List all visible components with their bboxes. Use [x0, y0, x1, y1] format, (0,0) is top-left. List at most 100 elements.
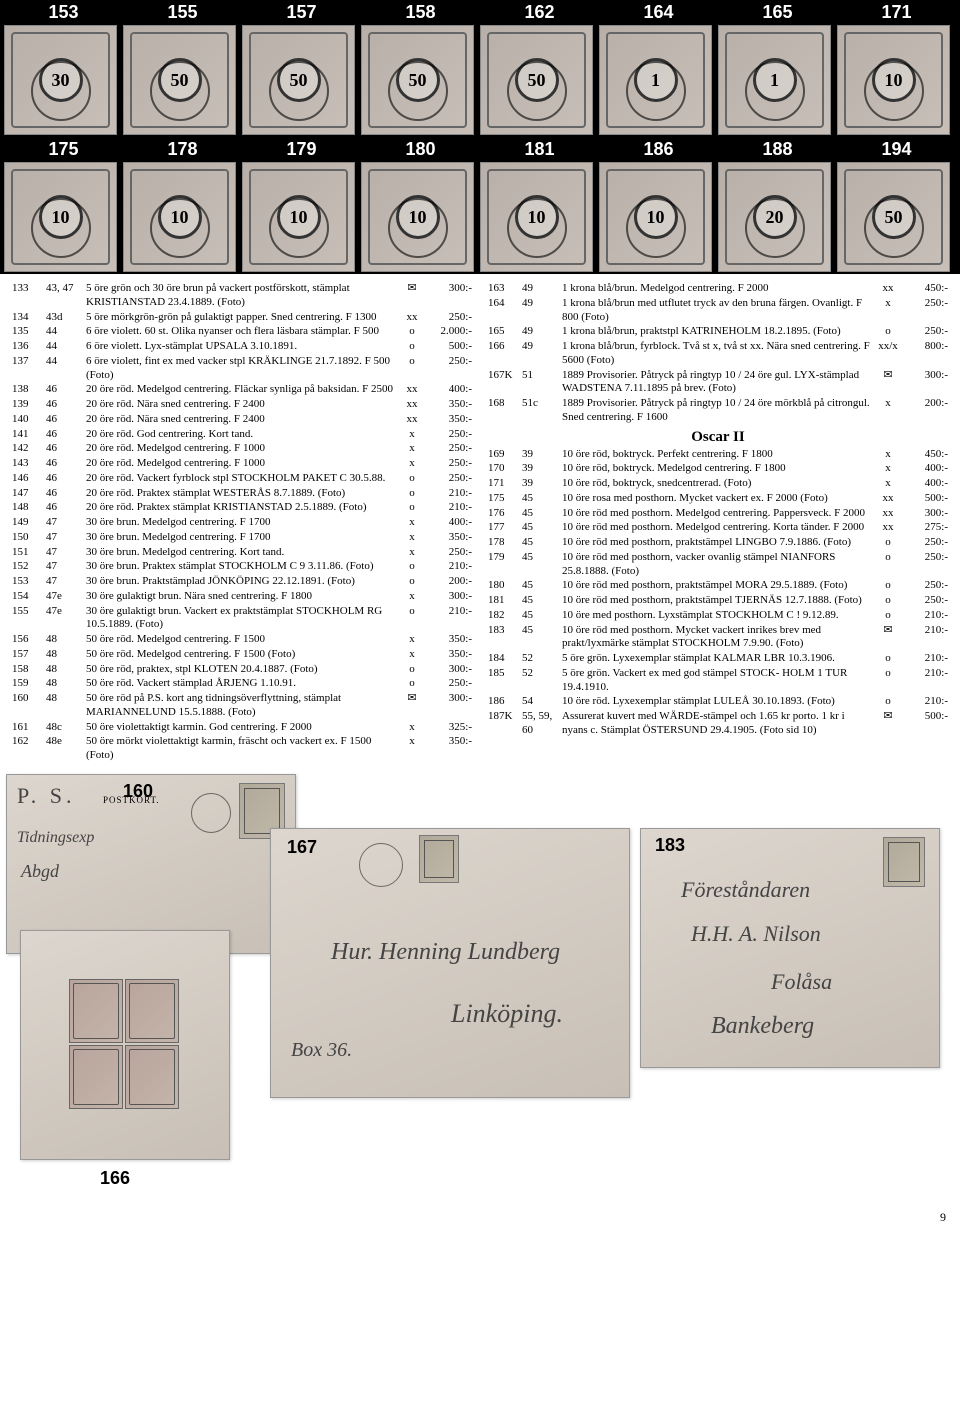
facit-number: 39 [522, 448, 562, 462]
facit-number: 47e [46, 605, 86, 619]
catalog-row: 1384620 öre röd. Medelgod centrering. Fl… [12, 383, 472, 397]
facit-number: 39 [522, 477, 562, 491]
lot-number: 152 [12, 560, 46, 574]
condition-symbol: x [400, 516, 424, 530]
stamp-on-cover [419, 835, 459, 883]
facit-number: 48 [46, 663, 86, 677]
lot-description: 20 öre röd. Medelgod centrering. Fläckar… [86, 383, 400, 397]
price: 250:- [900, 594, 948, 608]
catalog-row: 1494730 öre brun. Medelgod centrering. F… [12, 516, 472, 530]
postmark [150, 61, 210, 121]
price: 300:- [424, 590, 472, 604]
condition-symbol: o [400, 487, 424, 501]
lot-number: 187K [488, 710, 522, 724]
lot-description: 5 öre grön. Lyxexemplar stämplat KALMAR … [562, 652, 876, 666]
address-line: Föreståndaren [681, 877, 810, 903]
price: 350:- [424, 648, 472, 662]
lot-number: 138 [12, 383, 46, 397]
facit-number: 52 [522, 667, 562, 681]
lot-description: 50 öre röd. Medelgod centrering. F 1500 … [86, 648, 400, 662]
price: 200:- [424, 575, 472, 589]
lot-description: 50 öre violettaktigt karmin. God centrer… [86, 721, 400, 735]
stamp-gallery: 15330155501575015850162501641165117110 1… [0, 0, 960, 274]
stamp-lot-number: 153 [4, 2, 123, 23]
catalog-row: 1464620 öre röd. Vackert fyrblock stpl S… [12, 472, 472, 486]
facit-number: 46 [46, 457, 86, 471]
lot-description: 10 öre röd med posthorn, vacker ovanlig … [562, 551, 876, 579]
stamp-image: 10 [361, 162, 474, 272]
catalog-row: 1524730 öre brun. Praktex stämplat STOCK… [12, 560, 472, 574]
postmark [388, 198, 448, 258]
price: 350:- [424, 735, 472, 749]
lot-number: 181 [488, 594, 522, 608]
figure-160: 160 P. S. POSTKORT. Tidningsexp Abgd [6, 774, 296, 954]
catalog-row: 135446 öre violett. 60 st. Olika nyanser… [12, 325, 472, 339]
price: 210:- [424, 605, 472, 619]
facit-number: 45 [522, 536, 562, 550]
stamp-on-cover [883, 837, 925, 887]
price: 250:- [424, 457, 472, 471]
stamp-lot-number: 179 [242, 139, 361, 160]
stamp-lot-number: 178 [123, 139, 242, 160]
condition-symbol: x [400, 735, 424, 749]
facit-number: 44 [46, 340, 86, 354]
condition-symbol: x [876, 297, 900, 311]
price: 250:- [900, 325, 948, 339]
postmark [507, 61, 567, 121]
lot-number: 185 [488, 667, 522, 681]
figure-183: 183 Föreståndaren H.H. A. Nilson Folåsa … [640, 828, 940, 1068]
catalog-row: 1604850 öre röd på P.S. kort ang tidning… [12, 692, 472, 720]
condition-symbol: xx [400, 311, 424, 325]
figure-label-183: 183 [655, 835, 685, 856]
lot-number: 165 [488, 325, 522, 339]
catalog-row: 1865410 öre röd. Lyxexemplar stämplat LU… [488, 695, 948, 709]
figure-label-167: 167 [287, 837, 317, 858]
facit-number: 47e [46, 590, 86, 604]
catalog-row: 1434620 öre röd. Medelgod centrering. F … [12, 457, 472, 471]
price: 500:- [900, 710, 948, 724]
lot-description: 20 öre röd. Nära sned centrering. F 2400 [86, 398, 400, 412]
handwriting: Abgd [21, 861, 59, 882]
condition-symbol: x [400, 531, 424, 545]
condition-symbol: x [400, 721, 424, 735]
lot-number: 159 [12, 677, 46, 691]
lot-description: 1 krona blå/brun, praktstpl KATRINEHOLM … [562, 325, 876, 339]
facit-number: 47 [46, 531, 86, 545]
price: 300:- [900, 369, 948, 383]
lot-description: 20 öre röd. Praktex stämplat WESTERÅS 8.… [86, 487, 400, 501]
stamp-image: 10 [123, 162, 236, 272]
lot-number: 184 [488, 652, 522, 666]
stamp-image: 10 [4, 162, 117, 272]
catalog-row: 1584850 öre röd, praktex, stpl KLOTEN 20… [12, 663, 472, 677]
lot-description: 10 öre röd. Lyxexemplar stämplat LULEÅ 3… [562, 695, 876, 709]
condition-symbol: o [876, 695, 900, 709]
stamp-image: 50 [123, 25, 236, 135]
condition-symbol: o [400, 560, 424, 574]
facit-number: 55, 59, 60 [522, 710, 562, 738]
stamp-image: 50 [242, 25, 355, 135]
figure-166 [20, 930, 230, 1160]
box-text: Box 36. [291, 1039, 352, 1062]
lot-description: 1889 Provisorier. Påtryck på ringtyp 10 … [562, 397, 876, 425]
lot-description: Assurerat kuvert med WÄRDE-stämpel och 1… [562, 710, 876, 738]
price: 200:- [900, 397, 948, 411]
stamp-block-of-four [69, 979, 179, 1109]
lot-description: 10 öre röd med posthorn, praktstämpel TJ… [562, 594, 876, 608]
catalog-row: 1774510 öre röd med posthorn. Medelgod c… [488, 521, 948, 535]
lot-number: 156 [12, 633, 46, 647]
lot-description: 20 öre röd. Medelgod centrering. F 1000 [86, 442, 400, 456]
condition-symbol: o [400, 501, 424, 515]
catalog-row: 1414620 öre röd. God centrering. Kort ta… [12, 428, 472, 442]
ps-text: P. S. [17, 783, 76, 809]
stamp-image: 20 [718, 162, 831, 272]
catalog-row: 165491 krona blå/brun, praktstpl KATRINE… [488, 325, 948, 339]
lot-number: 142 [12, 442, 46, 456]
stamp-cell: 17110 [837, 2, 956, 135]
lot-description: 1889 Provisorier. Påtryck på ringtyp 10 … [562, 369, 876, 397]
condition-symbol: o [876, 667, 900, 681]
lot-description: 5 öre grön. Vackert ex med god stämpel S… [562, 667, 876, 695]
lot-number: 171 [488, 477, 522, 491]
lot-number: 164 [488, 297, 522, 311]
stamp-image: 10 [242, 162, 355, 272]
lot-number: 143 [12, 457, 46, 471]
